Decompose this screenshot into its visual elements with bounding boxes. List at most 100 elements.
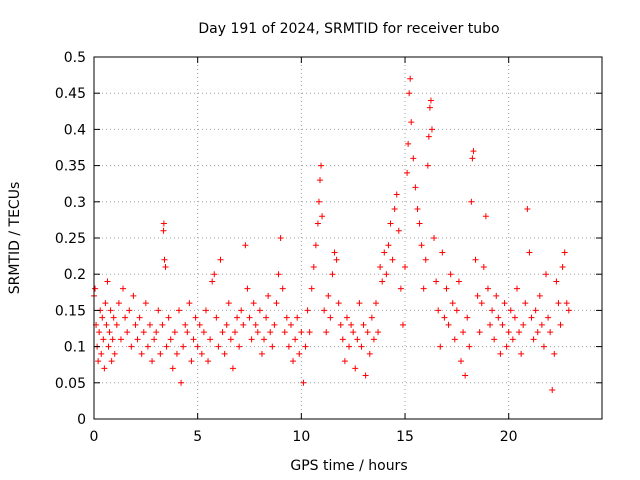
data-point <box>480 263 487 270</box>
data-point <box>553 278 560 285</box>
data-point <box>110 314 117 321</box>
data-point <box>205 358 212 365</box>
data-point <box>528 314 535 321</box>
data-point <box>441 314 448 321</box>
data-point <box>405 140 412 147</box>
data-point <box>319 213 326 220</box>
data-point <box>505 329 512 336</box>
data-point <box>188 358 195 365</box>
y-tick-label: 0.15 <box>55 303 86 319</box>
data-point <box>184 329 191 336</box>
data-point <box>395 227 402 234</box>
data-point <box>161 256 168 263</box>
data-point <box>469 155 476 162</box>
data-point <box>389 256 396 263</box>
data-point <box>530 336 537 343</box>
data-point <box>499 321 506 328</box>
data-point <box>134 336 141 343</box>
data-point <box>225 300 232 307</box>
data-point <box>397 285 404 292</box>
data-point <box>416 220 423 227</box>
data-point <box>358 343 365 350</box>
data-point <box>318 162 325 169</box>
data-point <box>368 314 375 321</box>
data-point <box>219 329 226 336</box>
data-point <box>106 329 113 336</box>
data-point <box>252 321 259 328</box>
data-point <box>155 307 162 314</box>
data-point <box>304 307 311 314</box>
data-point <box>379 278 386 285</box>
y-tick-label: 0.5 <box>64 50 86 66</box>
data-point <box>341 358 348 365</box>
data-point <box>408 119 415 126</box>
data-point <box>101 365 108 372</box>
y-tick-label: 0.05 <box>55 376 86 392</box>
data-point <box>317 177 324 184</box>
data-point <box>532 307 539 314</box>
data-point <box>356 300 363 307</box>
y-tick-label: 0.35 <box>55 159 86 175</box>
data-point <box>439 249 446 256</box>
data-point <box>331 249 338 256</box>
data-point <box>207 336 214 343</box>
data-point <box>495 314 502 321</box>
data-point <box>509 336 516 343</box>
y-axis-label: SRMTID / TECUs <box>7 182 23 295</box>
data-point <box>176 307 183 314</box>
data-point <box>493 292 500 299</box>
data-point <box>312 242 319 249</box>
data-point <box>428 126 435 133</box>
data-point <box>120 285 127 292</box>
data-point <box>269 343 276 350</box>
data-point <box>217 256 224 263</box>
data-point <box>234 314 241 321</box>
data-point <box>381 249 388 256</box>
data-point <box>343 314 350 321</box>
data-point <box>437 343 444 350</box>
data-point <box>337 321 344 328</box>
data-point <box>540 343 547 350</box>
data-point <box>149 358 156 365</box>
data-point <box>476 329 483 336</box>
data-point <box>538 321 545 328</box>
data-point <box>393 191 400 198</box>
data-point <box>325 292 332 299</box>
data-point <box>308 285 315 292</box>
data-point <box>271 321 278 328</box>
data-point <box>501 300 508 307</box>
data-point <box>146 321 153 328</box>
data-point <box>329 271 336 278</box>
axis-ticks: 0 0.05 0.1 0.15 0.2 0.25 0.3 0.35 0.4 0.45 0.5 0 5 10… <box>55 50 602 445</box>
data-point <box>455 278 462 285</box>
data-point <box>547 329 554 336</box>
data-point <box>132 321 139 328</box>
data-point <box>422 256 429 263</box>
data-point <box>279 285 286 292</box>
data-point <box>464 314 471 321</box>
data-point <box>406 90 413 97</box>
data-point <box>248 336 255 343</box>
data-point <box>111 350 118 357</box>
data-point <box>352 365 359 372</box>
data-point <box>285 343 292 350</box>
data-point <box>178 379 185 386</box>
data-point <box>466 343 473 350</box>
data-point <box>323 329 330 336</box>
data-point <box>375 329 382 336</box>
data-point <box>138 350 145 357</box>
data-point <box>534 329 541 336</box>
data-point <box>236 343 243 350</box>
data-point <box>109 336 116 343</box>
data-point <box>487 321 494 328</box>
data-point <box>151 336 158 343</box>
data-point <box>261 336 268 343</box>
data-point <box>472 256 479 263</box>
data-point <box>144 343 151 350</box>
data-point <box>346 343 353 350</box>
data-point <box>559 263 566 270</box>
data-point <box>113 321 120 328</box>
data-point <box>364 329 371 336</box>
data-point <box>563 300 570 307</box>
